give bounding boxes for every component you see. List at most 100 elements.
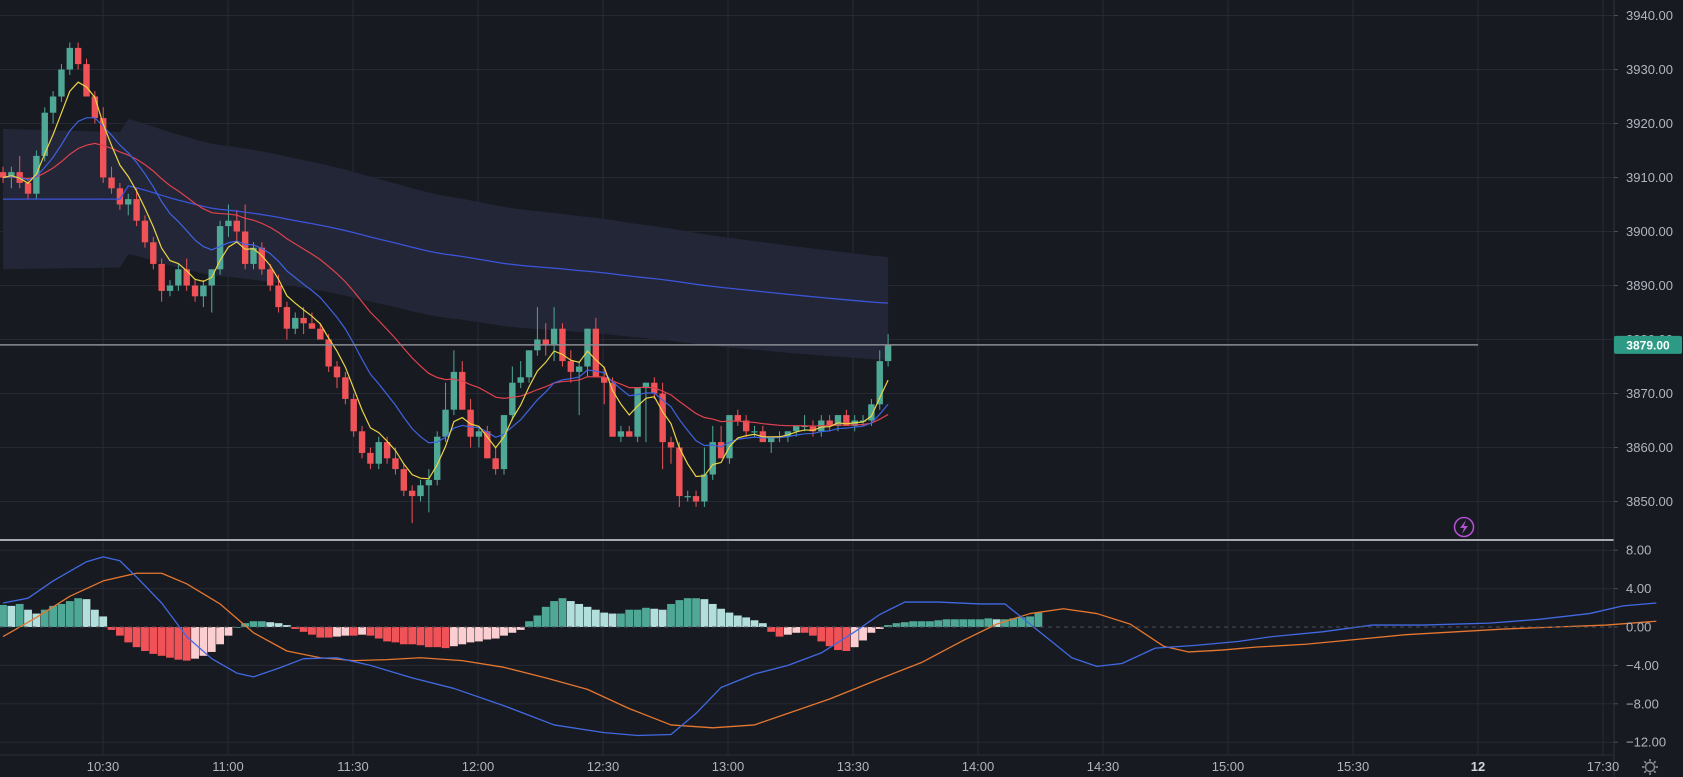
candle[interactable]: [467, 398, 474, 448]
candle[interactable]: [83, 58, 90, 97]
time-axis[interactable]: 10:30 11:00 11:30 12:00 12:30 13:00 13:30 14:00…: [0, 754, 1619, 774]
macd-histogram-bar: [617, 613, 625, 627]
candle[interactable]: [166, 280, 174, 297]
candle[interactable]: [667, 436, 675, 464]
candle[interactable]: [659, 382, 666, 470]
candle[interactable]: [575, 361, 583, 416]
candle-body: [567, 361, 574, 372]
candle[interactable]: [216, 220, 224, 275]
candle[interactable]: [375, 436, 382, 470]
macd-histogram-bar: [834, 627, 842, 651]
candle[interactable]: [191, 280, 199, 302]
candle[interactable]: [392, 447, 399, 475]
candle[interactable]: [525, 350, 533, 383]
candle[interactable]: [417, 479, 424, 502]
macd-histogram-bar: [925, 621, 934, 627]
candle[interactable]: [450, 350, 458, 416]
candle[interactable]: [183, 258, 190, 291]
candle[interactable]: [500, 415, 508, 475]
candle[interactable]: [868, 398, 875, 426]
candle[interactable]: [726, 415, 733, 464]
candle[interactable]: [108, 166, 115, 194]
candle[interactable]: [734, 409, 741, 426]
candle[interactable]: [283, 301, 291, 340]
candle[interactable]: [325, 334, 332, 372]
candle[interactable]: [66, 42, 73, 75]
candle-body: [784, 431, 792, 437]
candle[interactable]: [24, 177, 32, 200]
candle[interactable]: [250, 242, 257, 270]
candle[interactable]: [609, 377, 616, 437]
candle[interactable]: [567, 350, 574, 383]
candle[interactable]: [400, 463, 407, 497]
candle[interactable]: [267, 263, 274, 291]
candle[interactable]: [751, 425, 758, 437]
candle[interactable]: [308, 312, 316, 329]
candle[interactable]: [617, 425, 625, 443]
candle[interactable]: [58, 64, 65, 102]
candle[interactable]: [49, 91, 57, 124]
candle[interactable]: [141, 215, 149, 248]
candle[interactable]: [425, 469, 433, 513]
candle[interactable]: [801, 415, 808, 432]
candle[interactable]: [884, 334, 892, 367]
macd-histogram-bar: [232, 627, 241, 628]
candle[interactable]: [434, 431, 441, 486]
candle[interactable]: [258, 242, 266, 275]
candle[interactable]: [684, 490, 691, 502]
settings-gear-icon[interactable]: [1642, 759, 1658, 775]
candle[interactable]: [442, 382, 449, 443]
macd-histogram-bar: [742, 617, 751, 627]
candle[interactable]: [333, 361, 341, 389]
candle[interactable]: [358, 425, 366, 459]
candle[interactable]: [200, 280, 207, 308]
candle[interactable]: [175, 263, 182, 291]
candle[interactable]: [742, 415, 750, 437]
candle[interactable]: [843, 409, 850, 426]
candle[interactable]: [676, 442, 683, 507]
macd-axis[interactable]: 8.00 4.00 0.00 −4.00 −8.00 −12.00: [1614, 543, 1666, 750]
candle[interactable]: [517, 361, 524, 389]
candle[interactable]: [408, 485, 416, 524]
candle[interactable]: [626, 425, 633, 437]
candle[interactable]: [584, 328, 591, 378]
candle[interactable]: [509, 366, 516, 421]
lightning-icon[interactable]: [1453, 516, 1475, 538]
candle[interactable]: [634, 388, 641, 443]
candle[interactable]: [709, 425, 716, 480]
candle[interactable]: [492, 447, 499, 475]
candle-body: [676, 447, 683, 497]
macd-histogram-bar: [249, 621, 258, 627]
macd-histogram-bar: [333, 627, 341, 637]
candle[interactable]: [74, 42, 82, 70]
candle[interactable]: [826, 415, 833, 432]
candle[interactable]: [125, 193, 132, 216]
candle[interactable]: [692, 490, 700, 507]
candle[interactable]: [876, 350, 883, 410]
candle-body: [575, 366, 583, 372]
candle[interactable]: [350, 393, 357, 437]
candle[interactable]: [241, 204, 249, 270]
candle[interactable]: [484, 425, 491, 459]
candle[interactable]: [342, 371, 349, 405]
candle-body: [175, 269, 182, 286]
macd-histogram-bar: [550, 601, 558, 627]
candle[interactable]: [300, 307, 307, 335]
candle[interactable]: [459, 361, 466, 410]
candle[interactable]: [133, 188, 140, 227]
candle[interactable]: [317, 323, 324, 340]
candle[interactable]: [768, 436, 775, 453]
candle[interactable]: [717, 425, 725, 459]
candle[interactable]: [592, 317, 600, 378]
candle[interactable]: [475, 425, 483, 448]
candle[interactable]: [158, 258, 165, 302]
candle[interactable]: [0, 166, 7, 183]
candle[interactable]: [292, 312, 299, 335]
candle[interactable]: [367, 447, 374, 470]
candle[interactable]: [542, 323, 549, 356]
candle[interactable]: [116, 182, 124, 210]
candle[interactable]: [275, 274, 282, 313]
candle[interactable]: [150, 236, 157, 270]
candle[interactable]: [701, 447, 708, 507]
